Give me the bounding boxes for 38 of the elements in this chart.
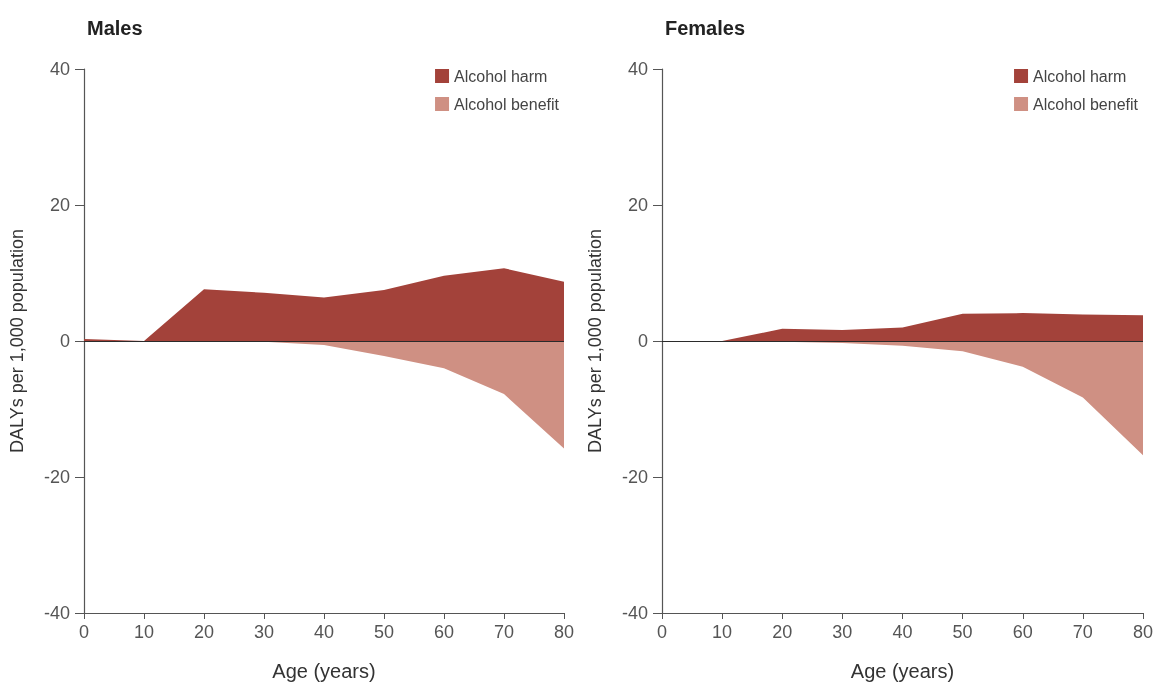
y-tick-label: -20 bbox=[43, 467, 70, 487]
y-axis-title: DALYs per 1,000 population bbox=[585, 229, 605, 453]
x-tick-label: 80 bbox=[553, 622, 575, 642]
x-tick-label: 10 bbox=[712, 622, 733, 642]
y-tick-label: 0 bbox=[59, 331, 70, 351]
chart-title: Males bbox=[87, 17, 143, 39]
y-axis-title: DALYs per 1,000 population bbox=[7, 229, 27, 453]
x-tick-label: 40 bbox=[892, 622, 913, 642]
x-tick-label: 70 bbox=[493, 622, 515, 642]
x-tick-label: 30 bbox=[832, 622, 853, 642]
x-tick-label: 20 bbox=[772, 622, 793, 642]
y-tick-label: -40 bbox=[43, 603, 70, 623]
y-tick-label: -40 bbox=[621, 603, 648, 623]
y-tick-label: -20 bbox=[621, 467, 648, 487]
y-tick-label: 0 bbox=[637, 331, 648, 351]
x-tick-label: 60 bbox=[1012, 622, 1033, 642]
x-tick-label: 50 bbox=[952, 622, 973, 642]
x-tick-label: 0 bbox=[656, 622, 668, 642]
x-tick-label: 70 bbox=[1072, 622, 1093, 642]
x-axis-title: Age (years) bbox=[272, 660, 376, 682]
x-tick-label: 40 bbox=[313, 622, 335, 642]
legend-label: Alcohol benefit bbox=[454, 95, 560, 113]
chart-title: Females bbox=[665, 17, 746, 39]
x-tick-label: 60 bbox=[433, 622, 455, 642]
x-tick-label: 20 bbox=[193, 622, 215, 642]
legend-label: Alcohol benefit bbox=[1033, 95, 1139, 113]
x-axis-title: Age (years) bbox=[850, 660, 955, 682]
y-tick-label: 40 bbox=[627, 59, 648, 79]
x-tick-label: 80 bbox=[1132, 622, 1154, 642]
legend-label: Alcohol harm bbox=[1033, 67, 1127, 85]
x-tick-label: 10 bbox=[133, 622, 155, 642]
y-tick-label: 20 bbox=[49, 195, 70, 215]
x-tick-label: 30 bbox=[253, 622, 275, 642]
y-tick-label: 20 bbox=[627, 195, 648, 215]
x-tick-label: 0 bbox=[78, 622, 90, 642]
x-tick-label: 50 bbox=[373, 622, 395, 642]
y-tick-label: 40 bbox=[49, 59, 70, 79]
legend-label: Alcohol harm bbox=[454, 67, 548, 85]
